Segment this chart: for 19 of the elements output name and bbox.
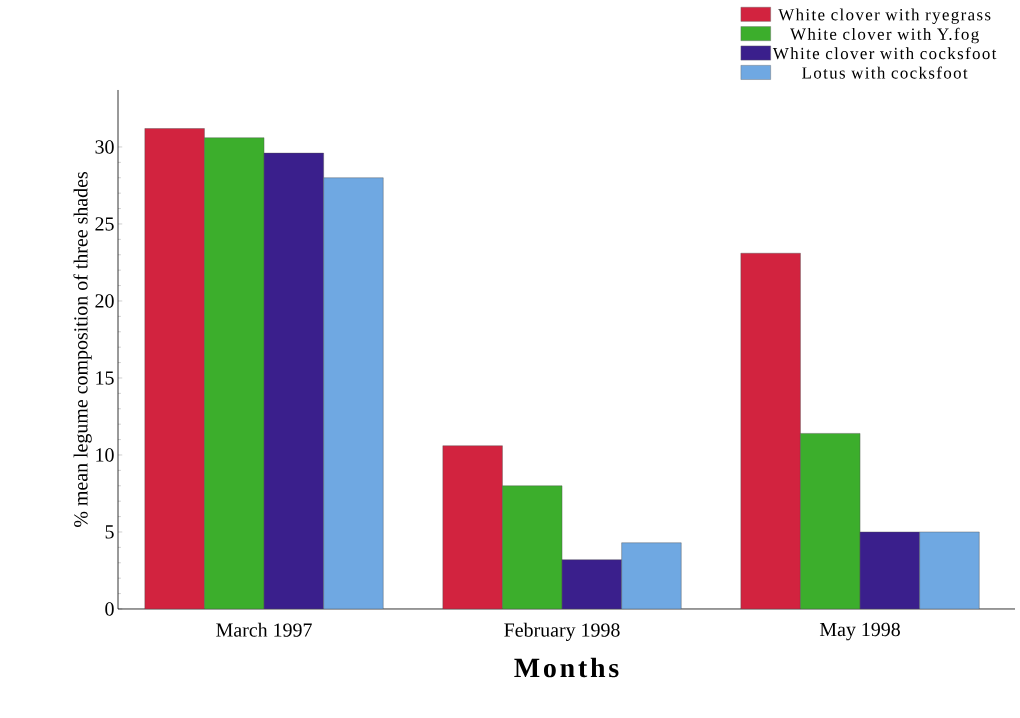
legend-label: White clover with ryegrass <box>778 8 991 24</box>
x-tick-label: March 1997 <box>216 622 312 637</box>
x-axis-title: Months <box>514 657 619 678</box>
y-axis-title: % mean legume composition of three shades <box>73 172 92 527</box>
y-tick-label: 0 <box>105 602 114 616</box>
legend-label: White clover with Y.fog <box>790 27 979 44</box>
x-tick-label: February 1998 <box>504 622 620 641</box>
y-tick-label: 10 <box>96 448 114 462</box>
bar <box>561 559 622 609</box>
bar <box>859 531 920 609</box>
y-tick-label: 30 <box>95 140 114 154</box>
legend-label: Lotus with cocksfoot <box>802 66 968 79</box>
bar <box>263 152 324 609</box>
x-tick-label: May 1998 <box>819 622 900 641</box>
y-tick-label: 15 <box>96 371 114 385</box>
y-tick-label: 20 <box>95 294 114 308</box>
legend-label: White clover with cocksfoot <box>772 47 997 60</box>
y-tick-label: 25 <box>95 217 114 231</box>
y-tick-label: 5 <box>105 525 114 539</box>
